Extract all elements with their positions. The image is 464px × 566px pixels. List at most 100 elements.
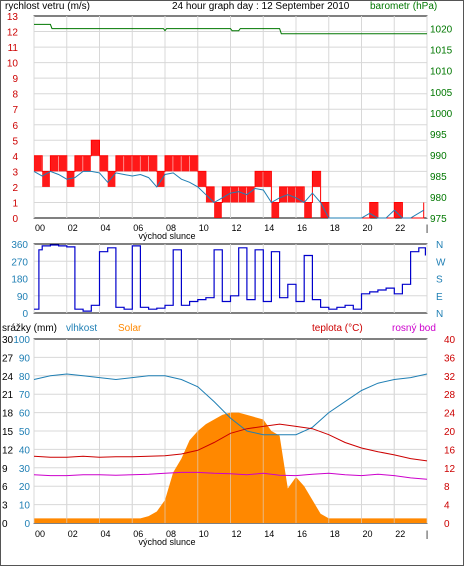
wind-gust-bar	[124, 155, 132, 172]
humidity-tick: 0	[24, 519, 30, 530]
wind-gust-bar	[148, 155, 157, 172]
precip-tick: 18	[2, 409, 14, 420]
barometer-tick: 1005	[430, 88, 453, 99]
sunrise-label-bottom: východ slunce	[138, 537, 195, 547]
wind-gust-bar	[246, 186, 255, 203]
precip-tick: 6	[2, 482, 8, 493]
temperature-tick: 16	[444, 445, 456, 456]
barometer-tick: 995	[430, 130, 447, 141]
temperature-tick: 32	[444, 372, 456, 383]
temperature-tick: 36	[444, 353, 456, 364]
wind-gust-bar	[156, 171, 165, 187]
wind-gust-bar	[66, 171, 75, 187]
temperature-tick: 20	[444, 427, 456, 438]
wind-gust-bar	[83, 155, 91, 172]
dewpoint-legend: rosný bod	[392, 323, 436, 334]
wind-gust-bar	[42, 171, 50, 187]
precip-tick: 30	[2, 335, 14, 346]
direction-degree-tick: 90	[17, 292, 29, 303]
wind-speed-tick: 5	[12, 136, 18, 147]
wind-gust-bar	[230, 186, 239, 203]
wind-gust-bar	[50, 155, 59, 172]
x-tick-label: 08	[166, 223, 176, 233]
wind-direction-panel: 0 N 90 E 180 S 270 W 360 N	[11, 240, 446, 320]
x-tick-label: 10	[199, 529, 209, 539]
x-tick-label: 06	[133, 223, 143, 233]
wind-speed-tick: 10	[7, 59, 19, 70]
direction-compass-tick: E	[436, 292, 443, 303]
wind-gust-bar	[189, 155, 198, 172]
humidity-tick: 30	[19, 464, 31, 475]
wind-gust-bar	[279, 186, 288, 203]
x-tick-label: 20	[362, 529, 372, 539]
direction-degree-tick: 360	[11, 240, 28, 251]
x-tick-label: 06	[133, 529, 143, 539]
temperature-tick: 28	[444, 390, 456, 401]
wind-speed-tick: 12	[7, 28, 19, 39]
barometer-tick: 990	[430, 151, 447, 162]
wind-speed-tick: 1	[12, 198, 18, 209]
wind-speed-tick: 8	[12, 90, 18, 101]
wind-gust-bar	[74, 155, 83, 172]
barometer-tick: 980	[430, 193, 447, 204]
x-tick-label: 22	[395, 529, 405, 539]
wind-gust-bar	[197, 171, 206, 187]
wind-gust-bar	[214, 202, 222, 218]
x-tick-label: 10	[199, 223, 209, 233]
wind-speed-tick: 3	[12, 167, 18, 178]
direction-compass-tick: N	[436, 309, 443, 320]
wind-speed-tick: 0	[12, 214, 18, 225]
wind-speed-tick: 13	[7, 12, 19, 23]
x-tick-label: 02	[68, 529, 78, 539]
temperature-line	[33, 423, 428, 462]
precip-tick: 3	[2, 501, 8, 512]
wind-gust-bar	[132, 155, 140, 172]
temperature-legend: teplota (°C)	[312, 323, 363, 334]
direction-degree-tick: 0	[22, 309, 28, 320]
humidity-tick: 50	[19, 427, 31, 438]
precip-tick: 15	[2, 427, 14, 438]
barometer-line	[34, 23, 427, 35]
x-tick-label: 20	[362, 223, 372, 233]
dewpoint-line	[33, 471, 428, 480]
wind-gust-bar	[165, 155, 173, 172]
barometer-tick: 1015	[430, 46, 453, 57]
wind-gust-bar	[369, 202, 378, 218]
precip-tick: 9	[2, 464, 8, 475]
x-tick-label: 22	[395, 223, 405, 233]
wind-gust-bar	[222, 186, 230, 203]
wind-speed-tick: 6	[12, 121, 18, 132]
wind-gust-bar	[34, 155, 42, 172]
x-tick-label: 16	[297, 223, 307, 233]
temperature-tick: 24	[444, 409, 456, 420]
x-tick-label: 08	[166, 529, 176, 539]
wind-direction-line	[34, 244, 426, 312]
wind-gust-bar	[238, 186, 247, 203]
x-tick-label: 16	[297, 529, 307, 539]
wind-gust-bar	[255, 171, 263, 187]
precip-tick: 27	[2, 353, 14, 364]
wind-average-line	[33, 170, 424, 219]
wind-gust-bar	[91, 140, 99, 156]
barometer-tick: 1000	[430, 109, 453, 120]
temperature-tick: 4	[444, 501, 450, 512]
direction-degree-tick: 180	[11, 275, 28, 286]
wind-baro-panel: 0123456789101112139759809859909951000100…	[7, 12, 453, 241]
x-tick-label: |	[426, 529, 428, 539]
wind-gust-bar	[107, 171, 116, 187]
wind-gust-bar	[99, 155, 108, 172]
humidity-tick: 20	[19, 482, 31, 493]
wind-speed-tick: 2	[12, 183, 18, 194]
direction-compass-tick: N	[436, 240, 443, 251]
precip-tick: 0	[2, 519, 8, 530]
humidity-legend: vlhkost	[66, 323, 97, 334]
x-tick-label: 14	[264, 529, 274, 539]
wind-gust-bar	[173, 155, 181, 172]
wind-speed-tick: 7	[12, 105, 18, 116]
precip-tick: 12	[2, 445, 14, 456]
wind-gust-bar	[205, 186, 214, 203]
barometer-tick: 985	[430, 172, 447, 183]
wind-gust-bar	[140, 155, 149, 172]
